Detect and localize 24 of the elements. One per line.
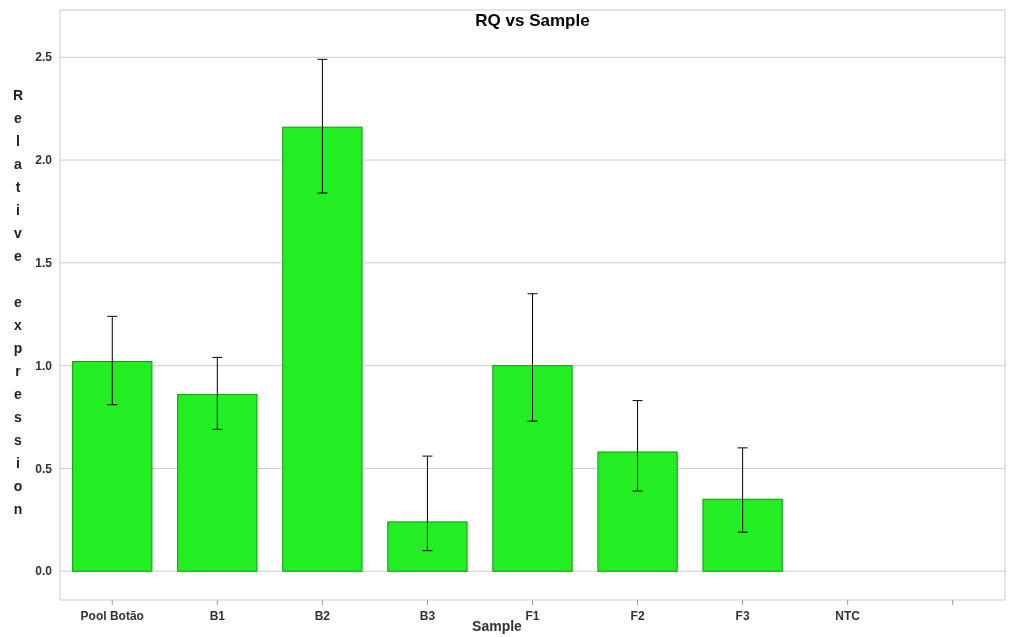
x-tick-label: Pool Botão [80, 609, 144, 623]
x-tick-label: B1 [209, 609, 226, 623]
x-tick-label: NTC [835, 609, 861, 623]
x-tick-label: B2 [314, 609, 331, 623]
bar [282, 126, 363, 572]
y-tick-label: 0.0 [35, 564, 53, 579]
x-tick-label: B3 [419, 609, 436, 623]
bar [177, 393, 258, 572]
y-tick-label: 1.5 [35, 256, 53, 271]
y-tick-label: 2.5 [35, 50, 53, 65]
y-tick-label: 2.0 [35, 153, 53, 168]
bar [387, 521, 468, 572]
y-tick-label: 1.0 [35, 358, 53, 373]
x-tick-label: F3 [735, 609, 750, 623]
y-tick-label: 0.5 [35, 461, 53, 476]
x-tick-label: F1 [525, 609, 540, 623]
bar [597, 451, 678, 572]
chart-title: RQ vs Sample [475, 11, 590, 30]
x-tick-label: F2 [630, 609, 645, 623]
bar [72, 361, 153, 572]
bar [492, 365, 573, 572]
text: Relative expression [12, 87, 24, 517]
bar [702, 498, 783, 572]
x-axis-title: Sample [472, 618, 523, 634]
